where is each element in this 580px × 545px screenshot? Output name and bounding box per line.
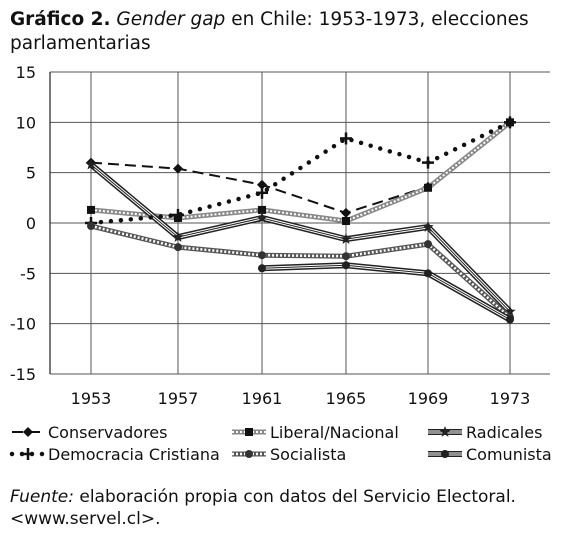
star-marker bbox=[439, 426, 451, 437]
figure-label: Gráfico 2. bbox=[10, 9, 111, 30]
legend-item: Democracia Cristiana bbox=[9, 445, 220, 464]
legend: Conservadores Liberal/Nacional Radicales De… bbox=[9, 423, 552, 464]
chart-title: Gráfico 2. Gender gap en Chile: 1953-197… bbox=[10, 8, 570, 56]
square-marker bbox=[258, 205, 266, 214]
series-line-outer bbox=[90, 223, 512, 320]
series-line-core bbox=[261, 264, 511, 321]
star-marker bbox=[422, 221, 434, 232]
x-tick-label: 1961 bbox=[242, 389, 283, 408]
circle-marker bbox=[424, 269, 432, 278]
x-tick-label: 1965 bbox=[326, 389, 367, 408]
circle-marker bbox=[441, 450, 449, 458]
y-tick-label: -10 bbox=[10, 315, 36, 334]
square-marker bbox=[424, 183, 432, 192]
legend-item: Liberal/Nacional bbox=[232, 423, 399, 442]
y-tick-label: 5 bbox=[26, 164, 36, 183]
series-liberal-nacional bbox=[87, 118, 514, 225]
y-tick-label: -5 bbox=[20, 264, 36, 283]
legend-label: Democracia Cristiana bbox=[48, 445, 220, 464]
circle-marker bbox=[174, 243, 182, 252]
series-line-gap bbox=[90, 163, 512, 313]
title-italic: Gender gap bbox=[116, 9, 226, 30]
y-tick-label: 0 bbox=[26, 214, 36, 233]
y-tick-label: 15 bbox=[16, 63, 36, 82]
legend-label: Socialista bbox=[270, 445, 346, 464]
diamond-marker bbox=[173, 163, 183, 174]
legend-label: Comunista bbox=[466, 445, 552, 464]
diamond-marker bbox=[23, 427, 33, 437]
series-radicales bbox=[85, 158, 516, 317]
x-tick-label: 1973 bbox=[490, 389, 531, 408]
legend-label: Radicales bbox=[466, 423, 542, 442]
legend-item: Socialista bbox=[232, 445, 346, 464]
series-line-core bbox=[90, 164, 511, 312]
square-marker bbox=[245, 428, 253, 436]
circle-marker bbox=[342, 261, 350, 270]
x-tick-label: 1969 bbox=[408, 389, 449, 408]
circle-marker bbox=[87, 222, 95, 231]
star-marker bbox=[256, 212, 268, 223]
series-comunista bbox=[258, 261, 514, 324]
source-label: Fuente: bbox=[10, 487, 74, 507]
square-marker bbox=[342, 216, 350, 225]
series-democracia-cristiana bbox=[85, 116, 516, 229]
diamond-marker bbox=[341, 207, 351, 218]
circle-marker bbox=[258, 264, 266, 273]
series-socialista bbox=[87, 222, 514, 322]
square-marker bbox=[87, 205, 95, 214]
legend-item: Comunista bbox=[428, 445, 552, 464]
legend-item: Radicales bbox=[428, 423, 542, 442]
y-tick-label: 10 bbox=[16, 113, 36, 132]
source-note: Fuente: elaboración propia con datos del… bbox=[10, 486, 575, 530]
diamond-marker bbox=[257, 179, 267, 190]
x-tick-label: 1953 bbox=[71, 389, 112, 408]
series-line-outer bbox=[89, 162, 513, 314]
circle-marker bbox=[424, 240, 432, 249]
y-tick-label: -15 bbox=[10, 365, 36, 384]
star-marker bbox=[172, 231, 184, 242]
star-marker bbox=[504, 305, 516, 317]
x-tick-label: 1957 bbox=[158, 389, 199, 408]
series-line-inner bbox=[90, 121, 511, 223]
legend-label: Conservadores bbox=[48, 423, 167, 442]
circle-marker bbox=[245, 450, 253, 458]
source-text: elaboración propia con datos del Servici… bbox=[10, 487, 516, 529]
legend-item: Conservadores bbox=[12, 423, 167, 442]
legend-label: Liberal/Nacional bbox=[270, 423, 399, 442]
star-marker bbox=[85, 158, 97, 170]
star-marker bbox=[340, 233, 352, 244]
circle-marker bbox=[342, 252, 350, 261]
circle-marker bbox=[258, 251, 266, 260]
circle-marker bbox=[506, 315, 514, 324]
title-rest: en Chile: 1953-1973, elecciones parlamen… bbox=[10, 9, 529, 54]
